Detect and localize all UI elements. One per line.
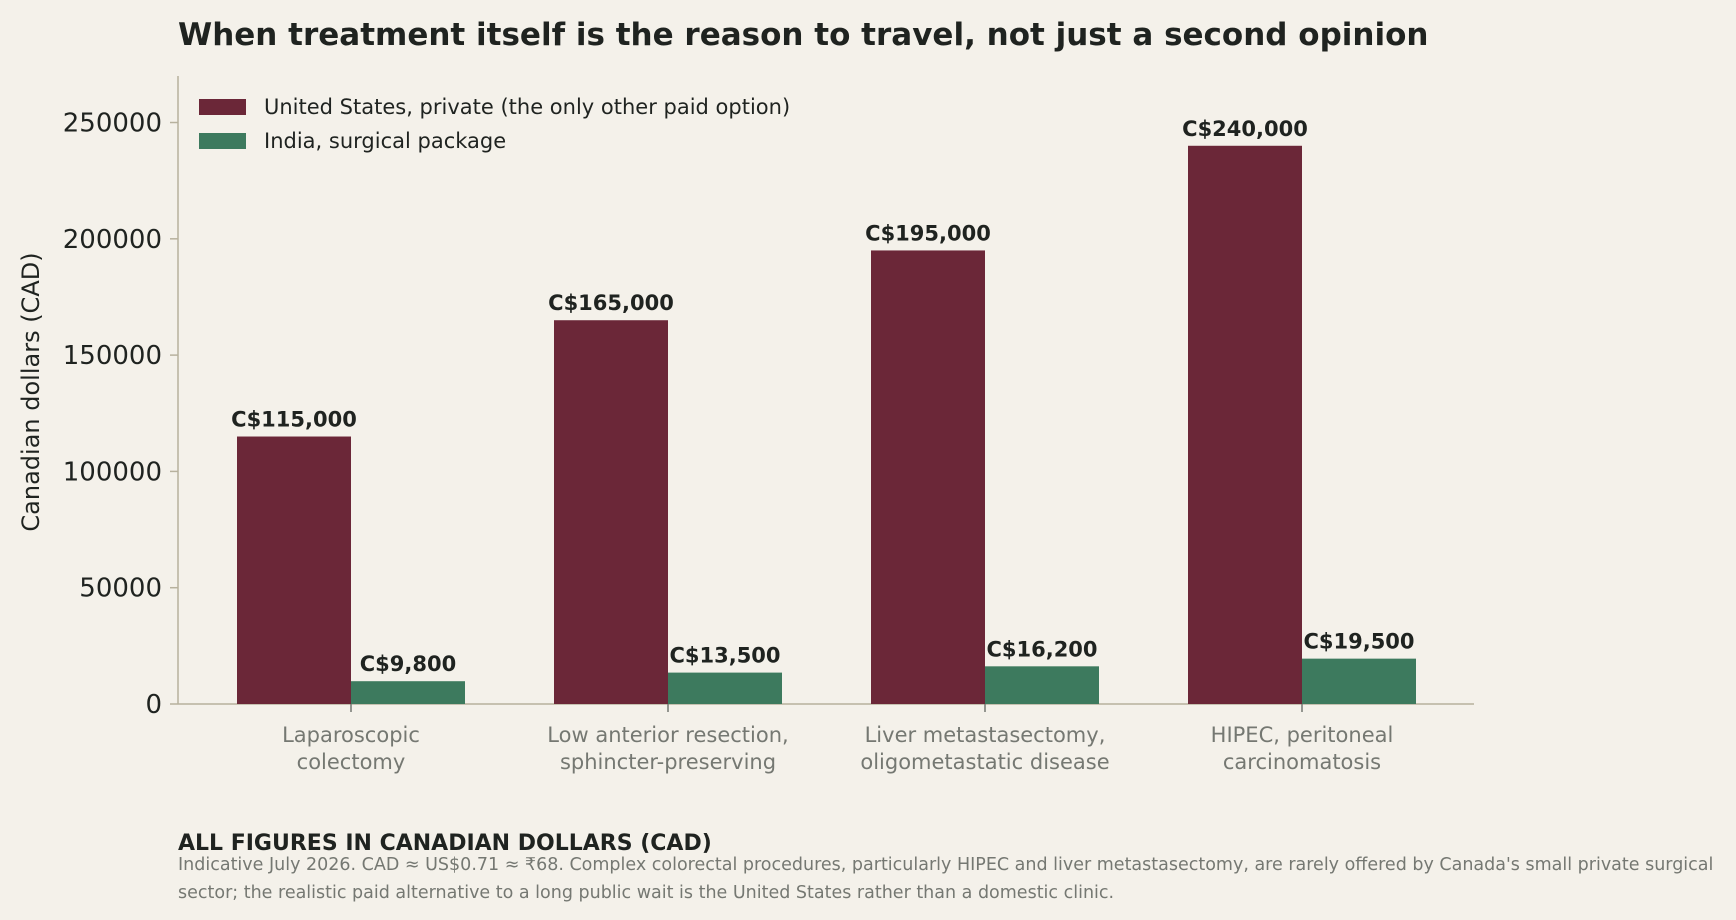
y-tick-label: 0 [145,690,162,720]
x-axis-ticks: Laparoscopic colectomy Low anterior resect… [282,704,1393,774]
x-tick-label: carcinomatosis [1223,750,1381,774]
bar-us-private [871,250,985,704]
data-label: C$165,000 [548,291,674,315]
y-tick-label: 250000 [63,109,162,139]
data-label: C$13,500 [669,644,780,668]
data-label: C$16,200 [986,637,1097,661]
bar-india-package [985,666,1099,704]
y-tick-label: 50000 [79,574,162,604]
x-tick-label: Liver metastasectomy, [865,723,1106,747]
bar-india-package [668,672,782,704]
data-label: C$115,000 [231,408,357,432]
chart-title: When treatment itself is the reason to t… [178,17,1428,53]
x-tick-label: Low anterior resection, [547,723,788,747]
note-heading: ALL FIGURES IN CANADIAN DOLLARS (CAD) [178,831,712,856]
legend-swatch [199,133,246,149]
bars-group [237,145,1416,704]
x-tick-label: HIPEC, peritoneal [1211,723,1394,747]
y-tick-label: 100000 [63,457,162,487]
x-tick-label: oligometastatic disease [860,750,1109,774]
data-label: C$9,800 [360,652,456,676]
data-label: C$240,000 [1182,117,1308,141]
legend-label: United States, private (the only other p… [264,95,790,119]
y-axis-ticks: 0 50000 100000 150000 200000 250000 [63,109,178,720]
x-tick-label: colectomy [297,750,406,774]
y-tick-label: 150000 [63,341,162,371]
bar-us-private [554,320,668,704]
x-tick-label: Laparoscopic [282,723,420,747]
data-labels-group: C$115,000 C$165,000 C$195,000 C$240,000 C$9,… [231,117,1414,676]
x-tick-label: sphincter-preserving [560,750,776,774]
y-axis-label: Canadian dollars (CAD) [17,252,45,531]
note-body: Indicative July 2026. CAD ≈ US$0.71 ≈ ₹6… [178,855,1714,903]
legend-swatch [199,99,246,115]
data-label: C$195,000 [865,221,991,245]
legend: United States, private (the only other p… [199,95,790,153]
bar-us-private [1188,145,1302,704]
bar-india-package [351,681,465,704]
y-tick-label: 200000 [63,225,162,255]
bar-india-package [1302,658,1416,704]
data-label: C$19,500 [1303,630,1414,654]
bar-us-private [237,436,351,704]
legend-label: India, surgical package [264,129,506,153]
